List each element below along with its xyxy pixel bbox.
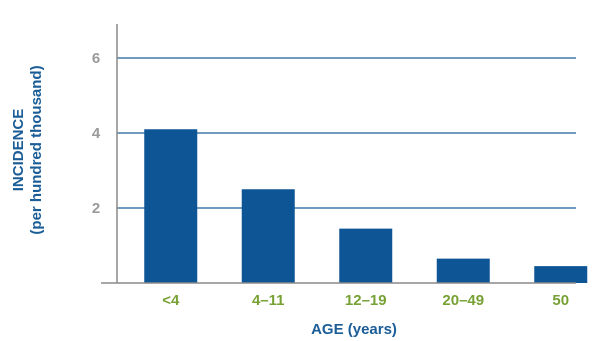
x-axis-title: AGE (years)	[311, 321, 397, 338]
x-tick-label: 4–11	[252, 292, 285, 309]
x-tick-label: 12–19	[345, 292, 387, 309]
y-tick-labels: 2 4 6	[92, 50, 101, 217]
bar-1	[241, 189, 295, 283]
bars	[144, 129, 588, 283]
y-axis-title-line1: INCIDENCE	[10, 109, 27, 192]
axes	[101, 24, 576, 284]
bar-3	[436, 258, 490, 283]
x-tick-label: <4	[162, 292, 180, 309]
y-tick-label: 4	[92, 125, 101, 142]
x-tick-label: 20–49	[442, 292, 484, 309]
x-tick-label: 50	[552, 292, 569, 309]
x-tick-labels: <4 4–11 12–19 20–49 50	[162, 292, 569, 309]
y-tick-label: 2	[92, 200, 100, 217]
bar-0	[144, 129, 198, 283]
bar-2	[339, 228, 393, 283]
y-tick-label: 6	[92, 50, 100, 67]
y-axis-title-line2: (per hundred thousand)	[28, 65, 45, 234]
bar-4	[534, 266, 588, 283]
